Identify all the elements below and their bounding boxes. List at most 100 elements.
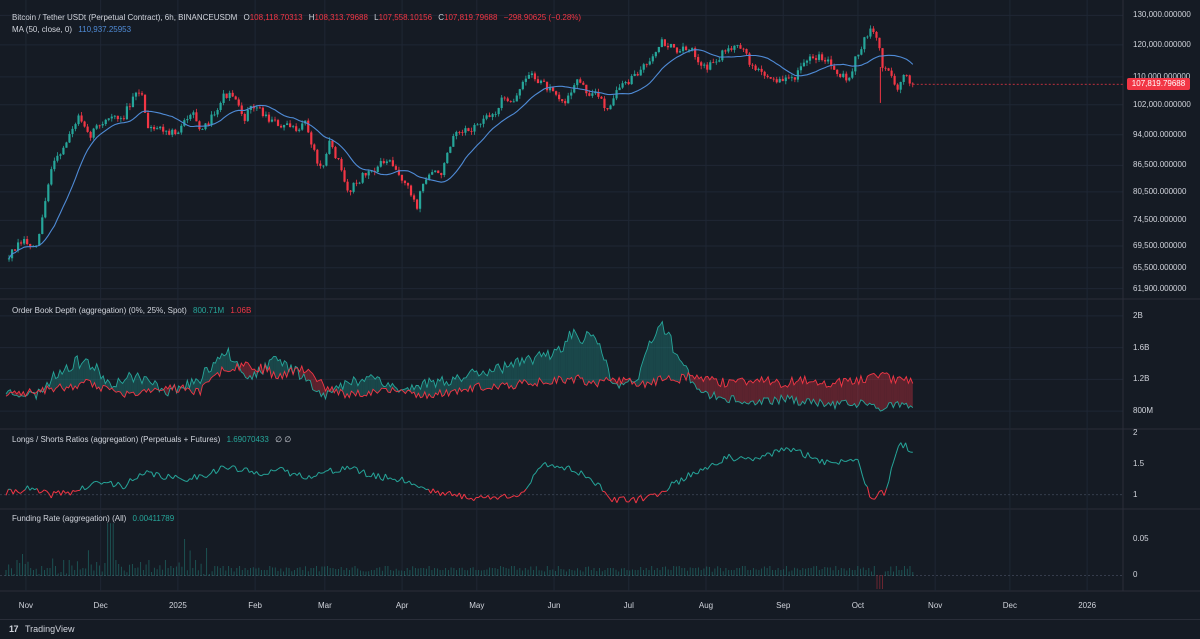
x-tick-label: Dec: [1003, 601, 1017, 610]
funding-value: 0.00411789: [133, 514, 175, 523]
candle-body: [667, 46, 669, 47]
candle-body: [751, 65, 753, 66]
orderbook-fill-segment: [883, 373, 885, 411]
candle-body: [177, 133, 179, 135]
candle-body: [519, 89, 521, 95]
candle-body: [425, 180, 427, 184]
candle-body: [416, 200, 418, 209]
candle-body: [362, 173, 364, 183]
candle-body: [860, 49, 862, 55]
candle: [226, 94, 228, 99]
candle-body: [422, 184, 424, 191]
orderbook-fill-segment: [863, 383, 865, 404]
candle-body: [664, 39, 666, 46]
candle-body: [419, 191, 421, 209]
candle-body: [59, 154, 61, 155]
candle-body: [909, 75, 911, 83]
symbol-title[interactable]: Bitcoin / Tether USDt (Perpetual Contrac…: [12, 13, 237, 22]
candle-body: [99, 125, 101, 126]
candle-body: [322, 166, 324, 167]
candle-body: [431, 172, 433, 175]
candle-body: [229, 93, 231, 98]
funding-label[interactable]: Funding Rate (aggregation) (All): [12, 514, 126, 523]
ma-value: 110,937.25953: [78, 25, 131, 34]
ma-label[interactable]: MA (50, close, 0): [12, 25, 72, 34]
candle-body: [564, 101, 566, 103]
longshort-segment: [872, 499, 874, 500]
candle-body: [884, 68, 886, 69]
orderbook-fill-segment: [565, 341, 567, 383]
tradingview-logo-icon[interactable]: 17: [9, 624, 18, 634]
candle-body: [890, 71, 892, 76]
candle-body: [352, 183, 354, 192]
candle-body: [349, 191, 351, 192]
price-tick-label: 61,900.000000: [1133, 284, 1186, 293]
candle-body: [268, 115, 270, 122]
orderbook-fill-segment: [574, 329, 576, 383]
candle-body: [851, 71, 853, 77]
tradingview-brand[interactable]: TradingView: [25, 624, 75, 634]
longshort-label[interactable]: Longs / Shorts Ratios (aggregation) (Per…: [12, 435, 220, 444]
candle-body: [655, 52, 657, 56]
price-tick-label: 86,500.000000: [1133, 160, 1186, 169]
orderbook-fill-segment: [362, 379, 364, 396]
candle-body: [277, 120, 279, 126]
candle-body: [507, 98, 509, 101]
candle-body: [192, 112, 194, 115]
candle-body: [770, 77, 772, 79]
orderbook-tick-label: 1.2B: [1133, 374, 1149, 383]
candle-body: [785, 78, 787, 82]
orderbook-fill-segment: [660, 322, 662, 381]
candle-body: [47, 184, 49, 201]
candle: [437, 170, 439, 173]
orderbook-fill-segment: [870, 374, 872, 405]
candle-body: [319, 164, 321, 166]
orderbook-label[interactable]: Order Book Depth (aggregation) (0%, 25%,…: [12, 306, 187, 315]
candle-body: [280, 126, 282, 128]
candle: [50, 167, 52, 186]
candle: [362, 172, 364, 184]
longshort-segment: [665, 491, 667, 492]
orderbook-fill-segment: [736, 379, 738, 402]
candle-body: [812, 56, 814, 58]
candle-body: [579, 79, 581, 82]
orderbook-fill-segment: [246, 362, 248, 379]
candle-body: [68, 134, 70, 142]
candle-body: [256, 108, 258, 109]
candle-body: [552, 88, 554, 92]
candle-body: [591, 93, 593, 96]
candle-body: [20, 242, 22, 243]
candle-body: [513, 101, 515, 102]
candle-body: [800, 66, 802, 70]
candle-body: [836, 70, 838, 74]
x-tick-label: Dec: [94, 601, 108, 610]
candle-body: [156, 128, 158, 129]
longshort-segment: [185, 481, 187, 482]
candle-body: [132, 97, 134, 107]
ma-legend: MA (50, close, 0) 110,937.25953: [12, 25, 135, 35]
candle-body: [298, 130, 300, 131]
orderbook-fill-segment: [86, 359, 88, 380]
candle-body: [658, 47, 660, 52]
candle-body: [631, 76, 633, 84]
low-value: 107,558.10156: [379, 13, 432, 22]
candle-body: [413, 195, 415, 199]
candle: [673, 44, 675, 48]
candle-body: [788, 78, 790, 79]
x-tick-label: Nov: [928, 601, 942, 610]
candle: [340, 157, 342, 171]
candle-body: [138, 93, 140, 94]
orderbook-tick-label: 800M: [1133, 406, 1153, 415]
candle-body: [171, 130, 173, 135]
candle-body: [700, 62, 702, 65]
candle-body: [522, 82, 524, 89]
orderbook-value-bids: 800.71M: [193, 306, 224, 315]
candle-body: [114, 116, 116, 117]
candle-body: [283, 125, 285, 127]
longshort-legend: Longs / Shorts Ratios (aggregation) (Per…: [12, 435, 295, 445]
orderbook-fill-segment: [587, 332, 589, 386]
candle-body: [265, 115, 267, 116]
candle-body: [600, 97, 602, 99]
candle: [307, 118, 309, 133]
